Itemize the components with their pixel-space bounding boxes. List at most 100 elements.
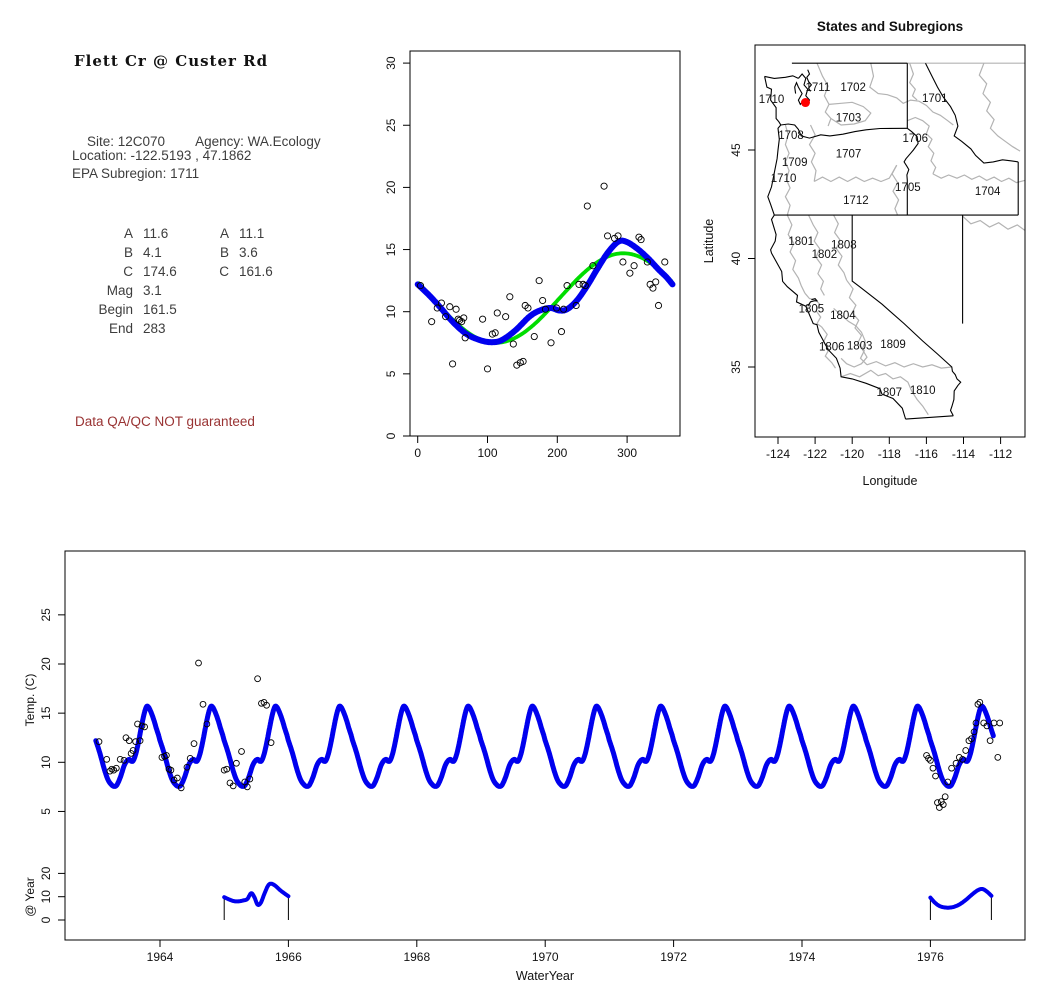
subregion-label: 1707 xyxy=(836,148,862,160)
stats-table: A 11.6 A 11.1 B 4.1 B 3.6 C 174.6 C 161.6 Mag 3.1 Begi… xyxy=(57,224,317,338)
subregion-label: 1702 xyxy=(840,82,866,94)
stat-label: Mag xyxy=(106,283,133,298)
subregion-label: 1808 xyxy=(831,239,857,251)
stat-value: 161.6 xyxy=(239,264,273,279)
tick-label: -118 xyxy=(878,447,901,461)
tick-label: 1972 xyxy=(660,950,687,964)
tick-label: 1970 xyxy=(532,950,559,964)
stat-label: End xyxy=(108,321,133,336)
timeseries-xlabel: WaterYear xyxy=(515,969,575,983)
year-inset-curve xyxy=(222,881,291,920)
subregion-label: 1703 xyxy=(836,112,862,124)
site-info-panel: Flett Cr @ Custer Rd Site: 12C070 Agency:… xyxy=(0,0,390,450)
tick-label: 30 xyxy=(384,56,398,70)
tick-label: -114 xyxy=(952,447,975,461)
tick-label: 15 xyxy=(384,243,398,257)
map-title: States and Subregions xyxy=(816,19,964,34)
subregion-labels: 1711 1702 1701 1710 1703 1708 1706 1707 1709 1710… xyxy=(759,82,1001,399)
seasonal-fit-plot: 0 100 200 300 0 5 10 15 20 25 30 xyxy=(384,50,681,460)
subregion-label: 1807 xyxy=(877,387,903,399)
stat-label: B xyxy=(219,245,229,260)
location-line: Location: -122.5193 , 47.1862 xyxy=(72,148,252,163)
tick-label: 0 xyxy=(414,446,421,460)
stat-value: 283 xyxy=(143,321,166,336)
stat-value: 3.6 xyxy=(239,245,258,260)
subregion-label: 1709 xyxy=(782,157,808,169)
state-boundaries xyxy=(764,62,1019,420)
subregion-label: 1810 xyxy=(910,385,936,397)
subregion-label: 1805 xyxy=(799,303,825,315)
tick-label: 25 xyxy=(384,118,398,132)
subregion-boundaries xyxy=(784,62,1025,416)
stat-label: Begin xyxy=(98,302,133,317)
stat-value: 161.5 xyxy=(143,302,177,317)
stat-value: 3.1 xyxy=(143,283,162,298)
tick-label: 15 xyxy=(39,706,53,720)
tick-label: 300 xyxy=(617,446,637,460)
stat-label: B xyxy=(123,245,133,260)
tick-label: 20 xyxy=(384,180,398,194)
tick-label: -112 xyxy=(989,447,1012,461)
epa-subregion-line: EPA Subregion: 1711 xyxy=(72,166,200,181)
tick-label: 1966 xyxy=(275,950,302,964)
subregion-label: 1701 xyxy=(922,93,948,105)
stat-value: 11.1 xyxy=(239,226,265,241)
tick-label: 200 xyxy=(547,446,567,460)
tick-label: 20 xyxy=(39,657,53,671)
year-inset-curve xyxy=(928,887,994,920)
tick-label: -122 xyxy=(803,447,827,461)
subregion-label: 1710 xyxy=(759,94,785,106)
stat-value: 4.1 xyxy=(143,245,162,260)
subregion-label: 1806 xyxy=(819,341,845,353)
tick-label: 100 xyxy=(477,446,497,460)
site-location-marker xyxy=(800,98,810,108)
tick-label: 25 xyxy=(39,608,53,622)
observation-points xyxy=(95,659,1004,811)
stat-label: C xyxy=(123,264,133,279)
tick-label: 5 xyxy=(384,370,398,377)
tick-label: -116 xyxy=(915,447,938,461)
tick-label: 45 xyxy=(729,143,743,157)
tick-label: -120 xyxy=(840,447,864,461)
stat-label: C xyxy=(219,264,229,279)
subregion-label: 1705 xyxy=(895,182,921,194)
tick-label: 40 xyxy=(729,252,743,266)
tick-label: 20 xyxy=(39,866,53,880)
tick-label: 1968 xyxy=(403,950,430,964)
subregion-label: 1803 xyxy=(847,340,873,352)
stat-label: A xyxy=(123,226,133,241)
stat-value: 11.6 xyxy=(143,226,169,241)
tick-label: 35 xyxy=(729,360,743,374)
timeseries-plot: 1964 1966 1968 1970 1972 1974 1976 5 10 15 20 25 0 10… xyxy=(39,550,1026,964)
tick-label: 1976 xyxy=(917,950,944,964)
subregion-label: 1801 xyxy=(788,236,814,248)
subregion-label: 1712 xyxy=(843,195,869,207)
tick-label: 1964 xyxy=(147,950,174,964)
tick-label: 5 xyxy=(39,808,53,815)
tick-label: 10 xyxy=(39,755,53,769)
subregion-label: 1708 xyxy=(778,130,804,142)
tick-label: 0 xyxy=(39,916,53,923)
agency: Agency: WA.Ecology xyxy=(195,134,321,149)
tick-label: 0 xyxy=(384,432,398,439)
stat-value: 174.6 xyxy=(143,264,177,279)
subregion-map: 1711 1702 1701 1710 1703 1708 1706 1707 1709 1710… xyxy=(729,44,1026,461)
site-id: Site: 12C070 xyxy=(87,134,166,149)
tick-label: 1974 xyxy=(789,950,816,964)
stat-label: A xyxy=(219,226,229,241)
site-agency-line: Site: 12C070 Agency: WA.Ecology xyxy=(72,119,321,164)
site-title: Flett Cr @ Custer Rd xyxy=(74,52,269,70)
tick-label: -124 xyxy=(766,447,790,461)
seasonal-cycle-curve xyxy=(93,703,996,789)
qa-warning: Data QA/QC NOT guaranteed xyxy=(75,414,255,429)
subregion-label: 1706 xyxy=(902,133,928,145)
subregion-label: 1711 xyxy=(806,82,831,94)
scatter-points xyxy=(416,182,669,373)
subregion-label: 1704 xyxy=(975,186,1001,198)
subregion-label: 1804 xyxy=(830,310,856,322)
tick-label: 10 xyxy=(39,890,53,904)
tick-label: 10 xyxy=(384,305,398,319)
subregion-label: 1809 xyxy=(880,339,906,351)
subregion-label: 1802 xyxy=(812,249,838,261)
